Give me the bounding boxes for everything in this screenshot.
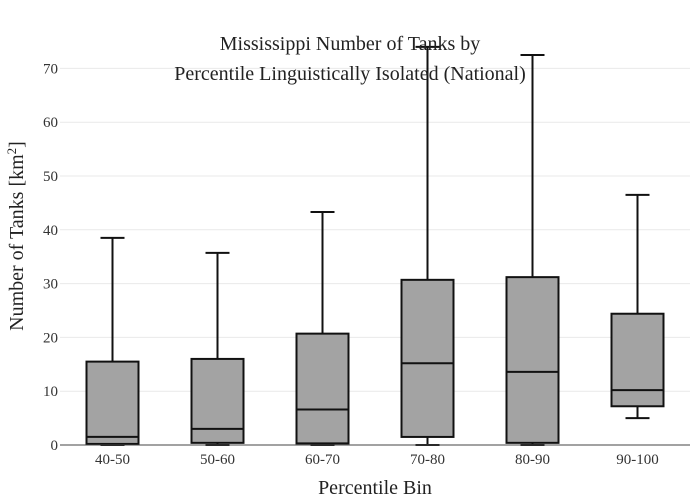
- box-40-50: [85, 236, 140, 446]
- iqr-box-50-60: [190, 357, 245, 444]
- y-tick-label-60: 60: [43, 115, 58, 131]
- y-tick-label-50: 50: [43, 169, 58, 185]
- iqr-box-80-90: [505, 276, 560, 444]
- x-tick-label-40-50: 40-50: [95, 452, 130, 468]
- y-tick-label-30: 30: [43, 277, 58, 293]
- chart-title-line-2: Percentile Linguistically Isolated (Nati…: [174, 63, 526, 85]
- box-series: [85, 45, 665, 446]
- y-gridlines: [60, 67, 690, 392]
- chart-title-line-1: Mississippi Number of Tanks by: [220, 33, 480, 55]
- x-tick-label-60-70: 60-70: [305, 452, 340, 468]
- y-tick-label-40: 40: [43, 223, 58, 239]
- x-tick-label-50-60: 50-60: [200, 452, 235, 468]
- box-60-70: [295, 211, 350, 446]
- y-axis-title: Number of Tanks [km2]: [4, 141, 28, 331]
- box-80-90: [505, 53, 560, 446]
- iqr-box-40-50: [85, 360, 140, 445]
- x-tick-labels: 40-50 50-60 60-70 70-80 80-90 90-100: [95, 452, 659, 468]
- x-tick-label-80-90: 80-90: [515, 452, 550, 468]
- y-tick-label-70: 70: [43, 61, 58, 77]
- box-50-60: [190, 251, 245, 446]
- y-axis-title-sup: 2: [4, 148, 19, 155]
- y-tick-label-20: 20: [43, 330, 58, 346]
- box-70-80: [400, 45, 455, 446]
- y-tick-labels: 0 10 20 30 40 50 60 70: [43, 61, 58, 454]
- iqr-box-90-100: [610, 312, 665, 408]
- x-tick-label-90-100: 90-100: [616, 452, 659, 468]
- y-axis-title-main: Number of Tanks [km: [6, 154, 28, 331]
- y-tick-label-10: 10: [43, 384, 58, 400]
- box-90-100: [610, 193, 665, 420]
- iqr-box-60-70: [295, 332, 350, 445]
- y-axis-title-end: ]: [6, 141, 28, 148]
- y-tick-label-0: 0: [51, 438, 59, 454]
- x-axis-title: Percentile Bin: [318, 477, 432, 499]
- x-tick-label-70-80: 70-80: [410, 452, 445, 468]
- iqr-box-70-80: [400, 278, 455, 438]
